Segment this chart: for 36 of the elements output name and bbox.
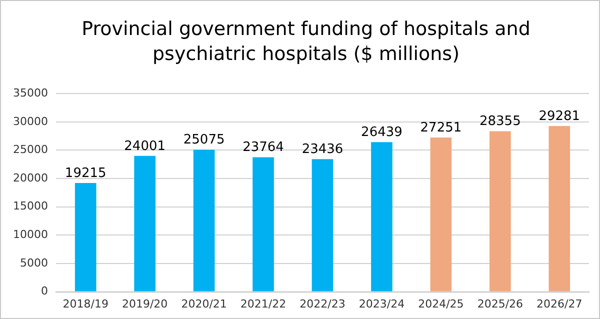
data-label: 27251 — [420, 120, 462, 136]
bar — [371, 142, 392, 292]
data-label: 24001 — [124, 138, 166, 154]
y-tick-label: 5000 — [20, 256, 48, 270]
y-tick-label: 0 — [40, 284, 48, 298]
y-tick-label: 20000 — [12, 171, 48, 184]
data-label: 23436 — [302, 142, 344, 157]
bar — [134, 156, 156, 292]
data-label: 25075 — [183, 132, 225, 148]
bar — [312, 159, 334, 292]
data-label: 26439 — [361, 124, 402, 140]
y-tick-label: 15000 — [12, 200, 48, 213]
x-tick-label: 2023/24 — [358, 297, 405, 310]
data-label: 29281 — [538, 108, 580, 124]
x-tick-label: 2025/26 — [477, 297, 524, 310]
bar — [548, 126, 570, 292]
x-tick-label: 2022/23 — [300, 297, 346, 310]
y-tick-label: 25000 — [12, 143, 48, 156]
data-label: 23764 — [242, 140, 284, 156]
x-tick-label: 2024/25 — [418, 297, 464, 310]
chart-title: Provincial government funding of hospitals and psychiatric hospitals ($ millions) — [80, 17, 532, 67]
y-tick-label: 35000 — [12, 86, 48, 100]
x-tick-label: 2019/20 — [122, 297, 168, 310]
bar — [193, 150, 215, 292]
y-tick-label: 10000 — [12, 228, 48, 242]
x-tick-label: 2020/21 — [181, 297, 227, 310]
bar — [252, 157, 274, 292]
x-tick-label: 2018/19 — [62, 297, 108, 310]
data-label: 19215 — [64, 166, 106, 181]
y-tick-label: 30000 — [12, 114, 48, 128]
x-tick-label: 2026/27 — [536, 297, 582, 310]
bar — [430, 137, 452, 292]
bar — [74, 182, 96, 292]
data-label: 28355 — [479, 114, 521, 130]
x-tick-label: 2021/22 — [240, 297, 286, 310]
bar — [490, 131, 511, 292]
